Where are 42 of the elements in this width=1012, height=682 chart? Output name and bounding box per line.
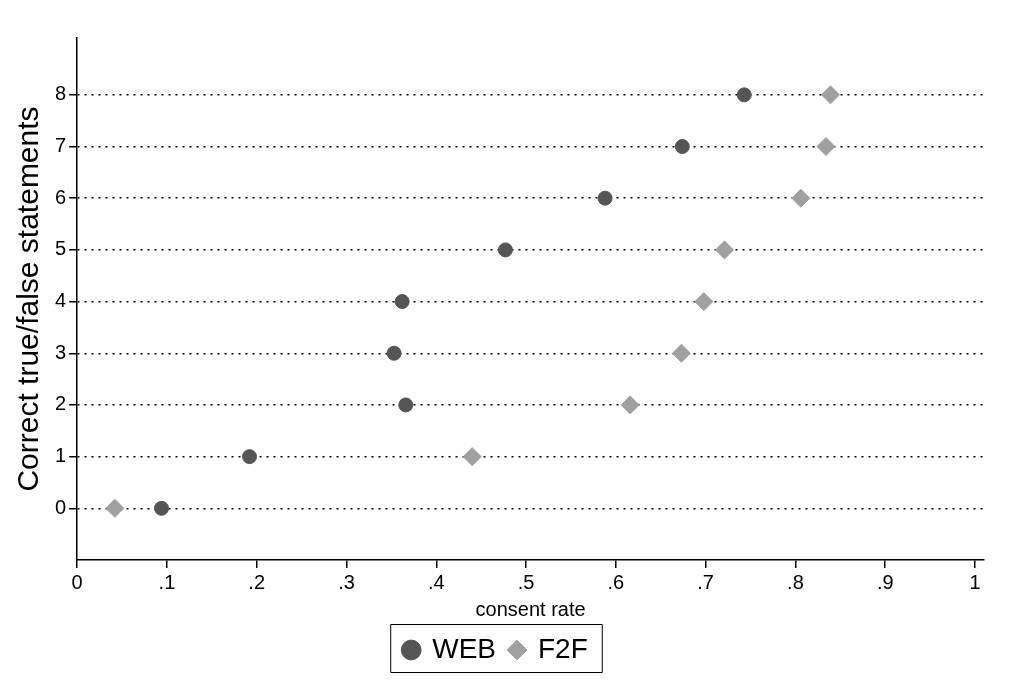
point [694, 292, 714, 312]
point [394, 294, 410, 310]
point [497, 242, 513, 258]
y-tick-label: 6 [55, 185, 67, 208]
point [105, 498, 125, 518]
point [671, 343, 691, 363]
y-tick-label: 8 [55, 82, 67, 105]
x-tick-label: .4 [427, 570, 445, 593]
x-tick-label: 0 [71, 570, 83, 593]
y-tick-label: 0 [55, 495, 67, 518]
point [398, 397, 414, 413]
y-tick-label: 3 [55, 340, 67, 363]
x-tick-label: .2 [248, 570, 266, 593]
x-tick-label: 1 [969, 570, 981, 593]
point [620, 395, 640, 415]
x-tick-label: .9 [876, 570, 894, 593]
y-tick-label: 7 [55, 134, 67, 157]
x-tick-label: .3 [338, 570, 355, 593]
point [791, 188, 811, 208]
legend-label: WEB [432, 632, 496, 664]
x-tick-label: .5 [517, 570, 535, 593]
point [816, 137, 836, 157]
point [736, 87, 752, 103]
y-axis-title: Correct true/false statements [11, 106, 45, 492]
x-tick-label: .6 [607, 570, 625, 593]
legend-label: F2F [538, 632, 588, 664]
x-tick-label: .1 [158, 570, 176, 593]
point [154, 500, 170, 516]
point [820, 85, 840, 105]
y-tick-label: 2 [55, 392, 67, 415]
point [242, 449, 258, 465]
x-tick-label: .7 [697, 570, 714, 593]
point [674, 139, 690, 155]
point [462, 447, 482, 467]
x-axis-title: consent rate [475, 597, 586, 620]
y-tick-label: 5 [55, 237, 67, 260]
point [597, 190, 613, 206]
point [715, 240, 735, 260]
point [386, 345, 402, 361]
x-tick-label: .8 [787, 570, 804, 593]
y-tick-label: 1 [55, 444, 67, 467]
y-tick-label: 4 [55, 289, 67, 312]
